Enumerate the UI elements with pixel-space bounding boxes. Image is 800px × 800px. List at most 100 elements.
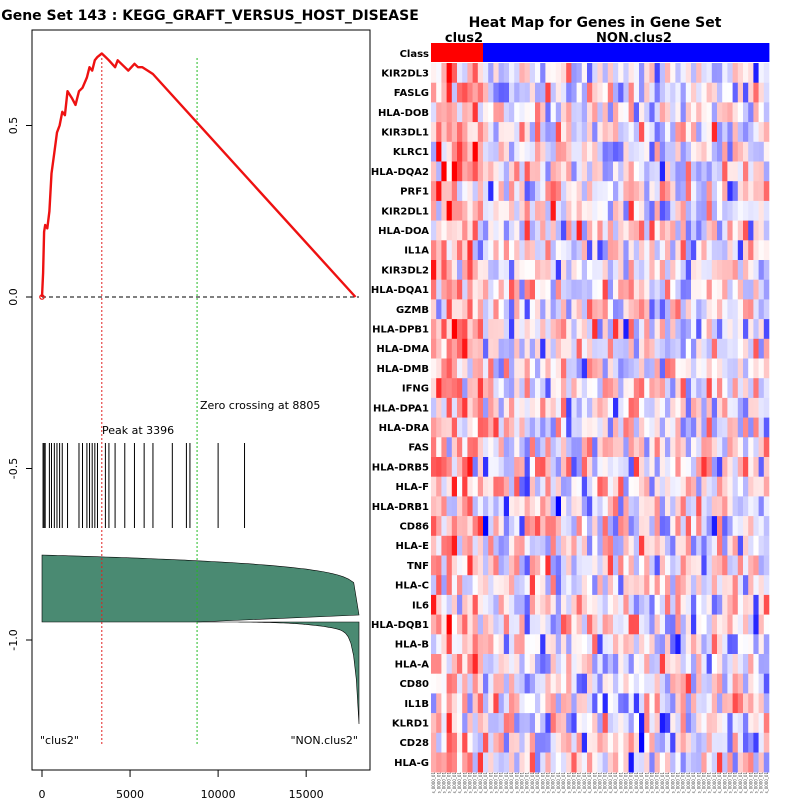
heatmap-cell (691, 594, 697, 615)
heatmap-cell (649, 279, 655, 300)
heatmap-cell (576, 417, 583, 438)
heatmap-cell (727, 63, 733, 83)
heatmap-cell (706, 260, 713, 280)
heatmap-cell (514, 496, 520, 517)
heatmap-cell (509, 693, 515, 714)
heatmap-cell (555, 260, 562, 280)
heatmap-cell (685, 279, 692, 300)
heatmap-cell (680, 260, 687, 280)
heatmap-cell (561, 496, 567, 517)
gene-label: FASLG (394, 88, 429, 99)
heatmap-cell (737, 220, 744, 241)
heatmap-cell (628, 397, 635, 418)
heatmap-cell (701, 378, 707, 399)
heatmap-cell (472, 63, 479, 83)
heatmap-cell (503, 181, 510, 202)
heatmap-cell (561, 338, 567, 359)
heatmap-cell (743, 338, 749, 359)
heatmap-cell (483, 82, 489, 103)
heatmap-cell (462, 82, 468, 103)
heatmap-cell (436, 634, 442, 655)
heatmap-cell (623, 102, 629, 123)
heatmap-cell (592, 457, 598, 477)
heatmap-cell (706, 397, 713, 418)
heatmap-cell (555, 594, 562, 615)
heatmap-cell (654, 63, 661, 83)
heatmap-cell (644, 614, 650, 635)
heatmap-cell (488, 200, 494, 221)
heatmap-cell (701, 673, 707, 694)
heatmap-cell (639, 200, 645, 221)
heatmap-cell (602, 752, 609, 773)
heatmap-cell (607, 673, 614, 694)
sample-label: s_0000_01 (681, 772, 686, 794)
heatmap-cell (597, 575, 603, 596)
heatmap-cell (431, 673, 437, 694)
heatmap-cell (701, 319, 707, 340)
heatmap-cell (706, 575, 713, 596)
heatmap-cell (524, 594, 531, 615)
heatmap-cell (550, 673, 557, 694)
heatmap-cell (488, 555, 494, 576)
heatmap-cell (706, 279, 713, 300)
heatmap-cell (477, 713, 484, 734)
heatmap-cell (732, 476, 739, 497)
heatmap-cell (633, 535, 640, 556)
heatmap-cell (457, 555, 463, 576)
heatmap-cell (483, 122, 489, 143)
heatmap-cell (467, 200, 473, 221)
heatmap-cell (644, 122, 650, 143)
heatmap-cell (451, 693, 458, 714)
heatmap-cell (441, 181, 447, 202)
heatmap-cell (519, 417, 525, 438)
heatmap-cell (758, 752, 765, 773)
heatmap-cell (675, 476, 681, 497)
heatmap-cell (748, 181, 754, 202)
heatmap-cell (680, 535, 687, 556)
heatmap-cell (576, 299, 583, 320)
heatmap-cell (503, 555, 510, 576)
heatmap-cell (613, 575, 619, 596)
heatmap-cell (462, 397, 468, 418)
heatmap-cell (540, 63, 546, 83)
heatmap-cell (727, 378, 733, 399)
heatmap-cell (727, 319, 733, 340)
heatmap-cell (633, 279, 640, 300)
heatmap-cell (436, 181, 442, 202)
heatmap-cell (639, 555, 645, 576)
heatmap-cell (457, 378, 463, 399)
heatmap-cell (540, 575, 546, 596)
heatmap-cell (514, 181, 520, 202)
heatmap-cell (701, 476, 707, 497)
heatmap-cell (727, 752, 733, 773)
heatmap-cell (524, 260, 531, 280)
heatmap-cell (659, 614, 666, 635)
heatmap-cell (514, 535, 520, 556)
heatmap-cell (758, 437, 765, 458)
heatmap-cell (555, 358, 562, 379)
heatmap-cell (737, 732, 744, 753)
heatmap-cell (566, 279, 572, 300)
heatmap-cell (592, 240, 598, 261)
heatmap-cell (753, 457, 759, 477)
heatmap-cell (498, 575, 505, 596)
heatmap-cell (503, 279, 510, 300)
heatmap-cell (581, 417, 588, 438)
heatmap-cell (607, 555, 614, 576)
heatmap-cell (685, 122, 692, 143)
heatmap-cell (493, 279, 499, 300)
heatmap-cell (727, 102, 733, 123)
heatmap-cell (483, 358, 489, 379)
heatmap-cell (493, 673, 499, 694)
heatmap-cell (618, 358, 624, 379)
heatmap-cell (431, 437, 437, 458)
heatmap-cell (613, 555, 619, 576)
heatmap-cell (493, 102, 499, 123)
heatmap-cell (743, 319, 749, 340)
heatmap-cell (493, 594, 499, 615)
heatmap-cell (701, 397, 707, 418)
heatmap-cell (727, 220, 733, 241)
heatmap-cell (561, 358, 567, 379)
heatmap-cell (514, 516, 520, 537)
heatmap-cell (462, 535, 468, 556)
